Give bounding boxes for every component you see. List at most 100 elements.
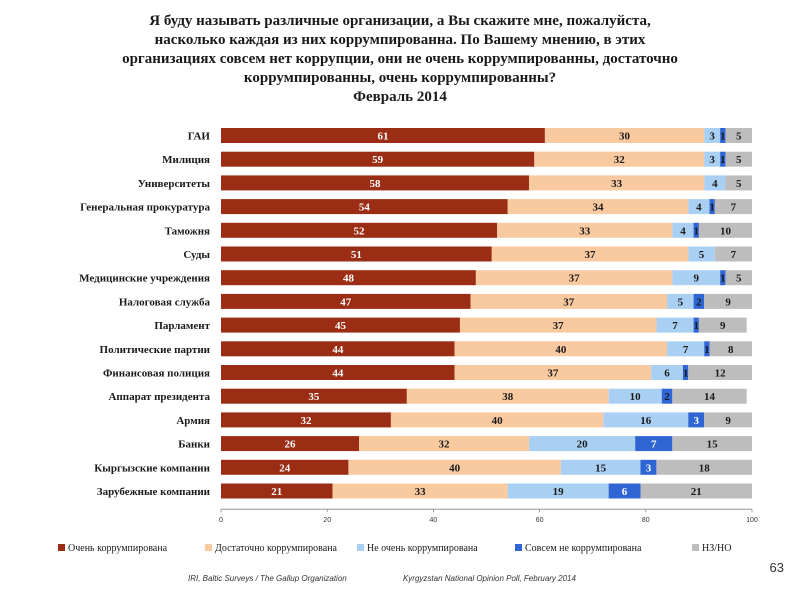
- bar-segment-not_at_all: [720, 128, 726, 143]
- data-label-fairly: 32: [439, 439, 451, 451]
- data-label-not_very: 3: [709, 131, 715, 143]
- bar-segment-fairly: [459, 317, 657, 333]
- bar-segment-not_at_all: [693, 222, 699, 238]
- bar-segment-fairly: [348, 459, 561, 475]
- bar-segment-dk: [698, 222, 752, 238]
- bar-segment-fairly: [454, 341, 668, 357]
- legend-swatch-dk: [692, 544, 699, 551]
- data-label-very: 21: [271, 486, 282, 498]
- bar-segment-not_very: [651, 365, 683, 380]
- data-label-not_very: 3: [709, 154, 715, 166]
- bar-segment-not_very: [667, 341, 705, 357]
- category-label: Зарубежные компании: [97, 486, 211, 498]
- title-line: насколько каждая из них коррумпированна.…: [154, 32, 646, 48]
- data-label-not_very: 4: [680, 225, 686, 237]
- bar-segment-very: [221, 246, 492, 262]
- data-label-dk: 7: [731, 202, 737, 214]
- data-label-not_very: 4: [696, 202, 702, 214]
- category-label: Генеральная прокуратура: [80, 202, 210, 214]
- bar-segment-dk: [725, 175, 752, 191]
- data-label-not_very: 19: [553, 486, 565, 498]
- bar-segment-dk: [698, 317, 747, 333]
- legend-label-fairly: Достаточно коррумпирована: [215, 543, 338, 554]
- data-label-not_at_all: 1: [683, 368, 689, 380]
- data-label-fairly: 40: [449, 462, 461, 474]
- data-label-not_very: 15: [595, 462, 607, 474]
- title-line: коррумпированны, очень коррумпированны?: [243, 70, 557, 86]
- x-tick-label: 20: [323, 517, 331, 524]
- bar-segment-not_at_all: [682, 365, 689, 380]
- data-label-not_very: 10: [630, 391, 642, 403]
- data-label-not_very: 5: [678, 296, 684, 308]
- bar-segment-not_very: [672, 270, 721, 286]
- bar-segment-very: [221, 175, 529, 191]
- bar-segment-not_at_all: [661, 388, 673, 404]
- bar-segment-fairly: [544, 128, 705, 143]
- category-label: Кыргызские компании: [94, 462, 210, 474]
- data-label-not_very: 9: [693, 273, 699, 285]
- bar-segment-dk: [672, 388, 747, 404]
- data-label-very: 45: [335, 320, 347, 332]
- data-label-dk: 5: [736, 131, 742, 143]
- bar-segment-not_very: [507, 483, 609, 499]
- bar-segment-not_very: [667, 293, 694, 309]
- data-label-not_at_all: 2: [664, 391, 670, 403]
- x-tick-label: 60: [536, 517, 544, 524]
- bar-segment-dk: [656, 459, 752, 475]
- bar-segment-fairly: [507, 199, 689, 215]
- data-label-fairly: 33: [611, 178, 623, 190]
- data-label-not_at_all: 1: [704, 344, 710, 356]
- data-label-fairly: 33: [415, 486, 427, 498]
- bar-segment-very: [221, 270, 476, 286]
- data-label-fairly: 37: [585, 249, 597, 261]
- data-label-very: 51: [351, 249, 362, 261]
- bar-segment-fairly: [332, 483, 508, 499]
- legend-swatch-not_at_all: [515, 544, 522, 551]
- legend-label-very: Очень коррумпирована: [68, 543, 168, 554]
- bar-segment-not_very: [704, 175, 726, 191]
- bar-segment-not_at_all: [709, 199, 715, 215]
- data-label-dk: 5: [736, 178, 742, 190]
- data-label-dk: 10: [720, 225, 732, 237]
- bar-segment-fairly: [534, 151, 705, 167]
- data-label-fairly: 37: [553, 320, 565, 332]
- data-label-fairly: 37: [569, 273, 581, 285]
- category-label: Университеты: [138, 178, 211, 190]
- bar-segment-fairly: [390, 412, 604, 428]
- chart-title: Я буду называть различные организации, а…: [40, 12, 760, 107]
- data-label-very: 44: [332, 344, 344, 356]
- title-date: Февраль 2014: [353, 89, 447, 105]
- title-line: Я буду называть различные организации, а…: [149, 13, 651, 29]
- data-label-dk: 9: [725, 296, 731, 308]
- data-label-dk: 18: [699, 462, 711, 474]
- x-tick-label: 100: [746, 517, 758, 524]
- bar-segment-fairly: [491, 246, 689, 262]
- category-label: Политические партии: [100, 344, 211, 356]
- bar-segment-not_at_all: [640, 459, 657, 475]
- data-label-not_very: 4: [712, 178, 718, 190]
- title-line: организациях совсем нет коррупции, они н…: [122, 51, 678, 67]
- bar-segment-not_very: [603, 412, 689, 428]
- data-label-fairly: 40: [555, 344, 567, 356]
- category-label: Банки: [178, 439, 210, 451]
- category-label: Армия: [176, 415, 210, 427]
- bar-segment-not_very: [672, 222, 694, 238]
- bar-segment-fairly: [470, 293, 668, 309]
- data-label-dk: 5: [736, 154, 742, 166]
- data-label-not_very: 7: [683, 344, 689, 356]
- data-label-fairly: 37: [563, 296, 575, 308]
- bar-segment-fairly: [528, 175, 705, 191]
- bar-segment-very: [221, 412, 391, 428]
- data-label-not_at_all: 1: [709, 202, 715, 214]
- data-label-not_very: 5: [699, 249, 705, 261]
- bar-segment-not_very: [528, 436, 636, 452]
- footer-source: IRI, Baltic Surveys / The Gallup Organiz…: [188, 574, 347, 583]
- bar-segment-very: [221, 483, 333, 499]
- legend-label-not_very: Не очень коррумпирована: [367, 543, 478, 554]
- bar-segment-very: [221, 341, 455, 357]
- bar-segment-fairly: [497, 222, 673, 238]
- category-label: Суды: [183, 249, 210, 261]
- legend-label-not_at_all: Совсем не коррумпирована: [525, 543, 642, 554]
- data-label-dk: 7: [731, 249, 737, 261]
- data-label-fairly: 33: [579, 225, 591, 237]
